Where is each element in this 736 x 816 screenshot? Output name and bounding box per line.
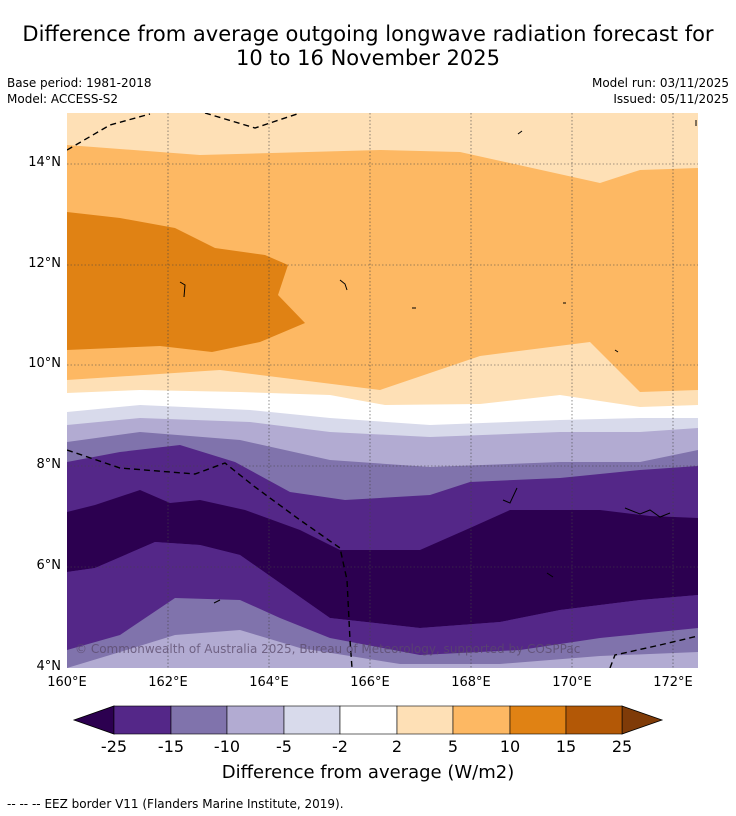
colorbar-tick-9: 25 bbox=[611, 737, 633, 756]
model-name: Model: ACCESS-S2 bbox=[7, 92, 119, 106]
model-run: Model run: 03/11/2025 bbox=[591, 76, 729, 90]
lat-label-4n: 4°N bbox=[36, 659, 62, 674]
colorbar-tick-8: 15 bbox=[555, 737, 577, 756]
lon-label-160e: 160°E bbox=[47, 675, 87, 690]
gridlines bbox=[67, 113, 698, 668]
colorbar-tick-3: -5 bbox=[276, 737, 292, 756]
lon-label-166e: 166°E bbox=[350, 675, 390, 690]
title-line-2: 10 to 16 November 2025 bbox=[236, 46, 500, 70]
colorbar-seg-1 bbox=[170, 705, 228, 735]
colorbar-label: Difference from average (W/m2) bbox=[221, 762, 515, 783]
colorbar-tick-5: 2 bbox=[391, 737, 403, 756]
colorbar-seg-7 bbox=[509, 705, 567, 735]
anomaly-field bbox=[67, 113, 698, 668]
colorbar-tick-4: -2 bbox=[332, 737, 348, 756]
lat-label-12n: 12°N bbox=[28, 256, 61, 271]
meta-right: Model run: 03/11/2025 Issued: 05/11/2025 bbox=[592, 75, 729, 107]
band-below-neg25 bbox=[67, 490, 698, 628]
eez-legend-symbol: -- -- -- bbox=[7, 797, 41, 811]
band-10-15 bbox=[67, 212, 305, 352]
colorbar-tick-0: -25 bbox=[100, 737, 128, 756]
footer-note: -- -- -- EEZ border V11 (Flanders Marine… bbox=[7, 797, 344, 811]
lon-label-170e: 170°E bbox=[552, 675, 592, 690]
colorbar-extend-high bbox=[621, 705, 664, 735]
lat-label-8n: 8°N bbox=[36, 457, 62, 472]
lon-label-164e: 164°E bbox=[249, 675, 289, 690]
map-title: Difference from average outgoing longwav… bbox=[0, 22, 736, 70]
colorbar-seg-5 bbox=[396, 705, 454, 735]
islands bbox=[179, 120, 697, 604]
eez-borders bbox=[67, 113, 698, 668]
lon-label-172e: 172°E bbox=[653, 675, 693, 690]
colorbar-extend-low bbox=[72, 705, 115, 735]
lat-label-14n: 14°N bbox=[28, 155, 61, 170]
colorbar-tick-1: -15 bbox=[157, 737, 185, 756]
eez-legend-text: EEZ border V11 (Flanders Marine Institut… bbox=[44, 797, 344, 811]
colorbar-seg-4 bbox=[339, 705, 398, 735]
colorbar-seg-0 bbox=[113, 705, 172, 735]
issued-date: Issued: 05/11/2025 bbox=[613, 92, 729, 106]
lon-label-168e: 168°E bbox=[451, 675, 491, 690]
colorbar-seg-3 bbox=[283, 705, 341, 735]
colorbar-tick-2: -10 bbox=[213, 737, 241, 756]
map-watermark: © Commonwealth of Australia 2025, Bureau… bbox=[75, 642, 581, 656]
colorbar-seg-6 bbox=[452, 705, 511, 735]
colorbar-seg-8 bbox=[565, 705, 623, 735]
lat-label-10n: 10°N bbox=[28, 356, 61, 371]
colorbar-tick-6: 5 bbox=[447, 737, 459, 756]
colorbar-seg-2 bbox=[226, 705, 285, 735]
lat-label-6n: 6°N bbox=[36, 558, 62, 573]
band-neg5-neg10-lower bbox=[67, 630, 698, 668]
lon-label-162e: 162°E bbox=[148, 675, 188, 690]
meta-left: Base period: 1981-2018 Model: ACCESS-S2 bbox=[7, 75, 152, 107]
base-period: Base period: 1981-2018 bbox=[7, 76, 152, 90]
title-line-1: Difference from average outgoing longwav… bbox=[22, 22, 714, 46]
colorbar-tick-7: 10 bbox=[499, 737, 521, 756]
